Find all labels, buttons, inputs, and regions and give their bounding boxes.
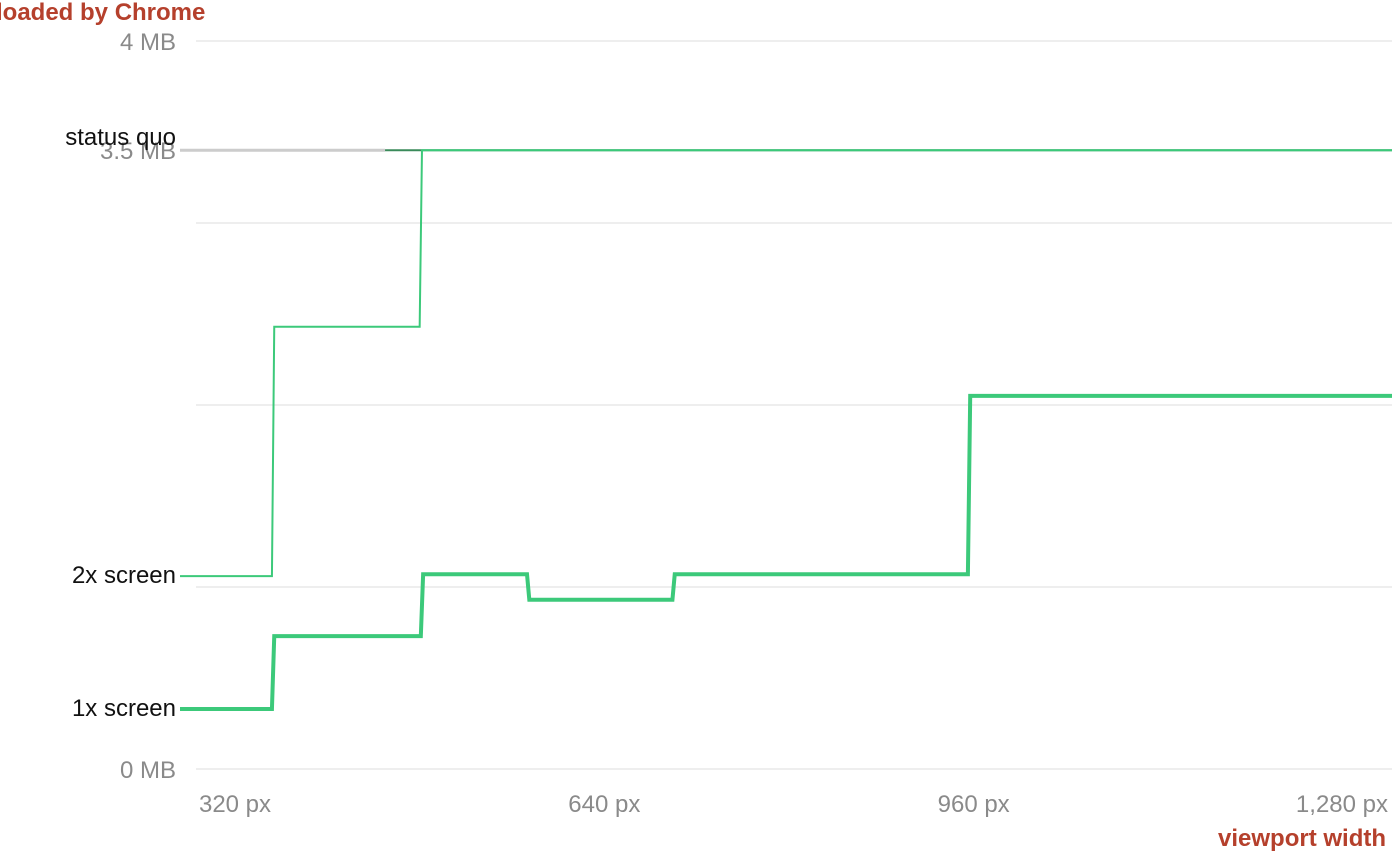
gridlines xyxy=(196,40,1392,770)
x-axis-title: viewport width xyxy=(1218,825,1386,852)
x-tick-label: 960 px xyxy=(938,791,1010,818)
y-tick-label: 4 MB xyxy=(120,29,176,56)
x-tick-label: 320 px xyxy=(199,791,271,818)
series-label-2x-screen: 2x screen xyxy=(72,562,176,589)
series-labels: status quo 2x screen 1x screen xyxy=(65,124,176,722)
series-label-1x-screen: 1x screen xyxy=(72,695,176,722)
series-line-1x-screen xyxy=(180,393,1392,711)
x-tick-label: 640 px xyxy=(568,791,640,818)
y-tick-label: 0 MB xyxy=(120,757,176,784)
x-tick-label: 1,280 px xyxy=(1296,791,1388,818)
series-lines xyxy=(180,148,1392,711)
y-tick-label: 3.5 MB xyxy=(100,138,176,165)
x-tick-labels: 320 px 640 px 960 px 1,280 px xyxy=(199,791,1388,818)
y-axis-title: loaded by Chrome xyxy=(0,0,205,26)
series-label-status-quo: status quo xyxy=(65,124,176,151)
y-tick-labels: 0 MB 3.5 MB 4 MB xyxy=(100,29,176,784)
series-line-2x-screen xyxy=(180,149,1392,578)
